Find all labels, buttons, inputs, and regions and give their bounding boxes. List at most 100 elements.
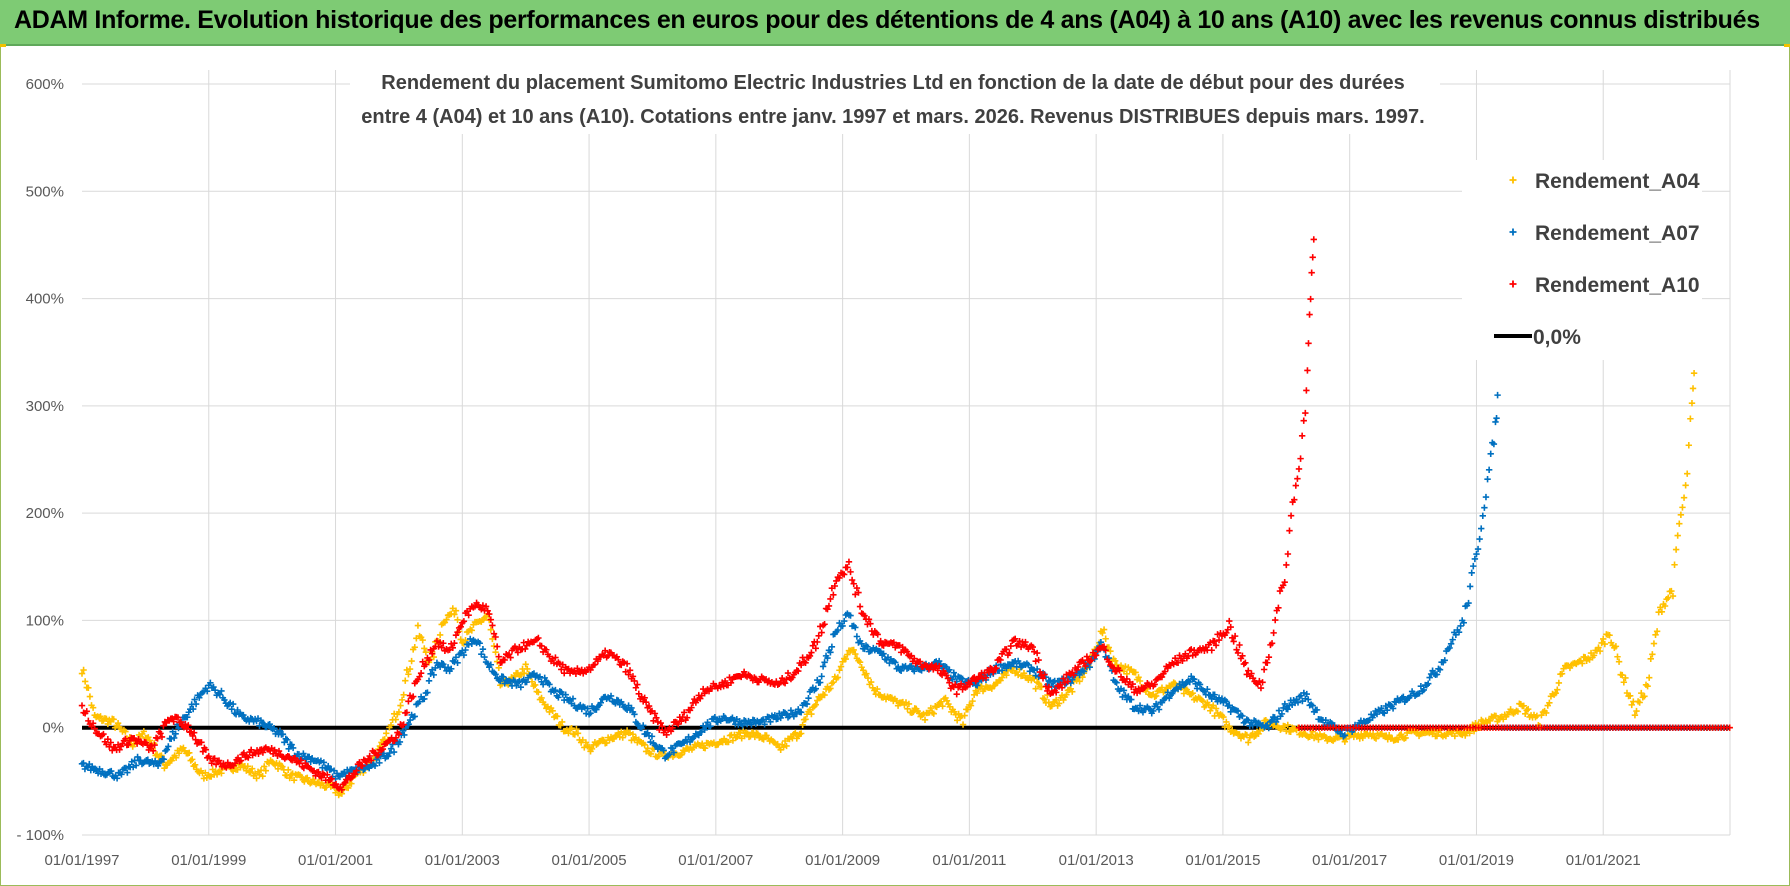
data-point [1268, 640, 1276, 647]
data-point [767, 718, 774, 726]
x-tick-label: 01/01/2011 [932, 852, 1006, 869]
data-point [1294, 475, 1301, 482]
data-point [207, 679, 214, 687]
data-point [253, 775, 260, 782]
data-point [1676, 520, 1683, 527]
data-point [1433, 732, 1441, 740]
data-point [660, 747, 667, 754]
data-point [158, 733, 166, 741]
data-point [353, 767, 360, 774]
data-point [1284, 550, 1292, 558]
data-point [1180, 690, 1188, 697]
data-point [1158, 673, 1166, 681]
y-tick-label: 300% [26, 398, 64, 415]
data-point [847, 568, 854, 576]
data-point [935, 662, 943, 670]
data-point [973, 682, 981, 689]
data-point [1420, 686, 1427, 694]
data-point [97, 713, 104, 720]
data-point [607, 692, 615, 700]
data-point [406, 665, 414, 673]
data-point [1286, 527, 1293, 534]
data-point [787, 707, 795, 714]
data-point [229, 700, 237, 708]
data-point [1465, 599, 1472, 607]
data-point [827, 595, 834, 603]
data-point [457, 623, 464, 631]
data-point [1294, 699, 1302, 706]
data-point [797, 661, 805, 669]
data-point [964, 706, 971, 713]
data-point [1300, 417, 1307, 424]
data-point [631, 677, 638, 685]
data-point [402, 677, 409, 684]
data-point [1590, 652, 1598, 659]
data-point [1481, 504, 1488, 511]
data-point [892, 659, 899, 666]
data-point [821, 691, 828, 699]
data-point [629, 673, 637, 680]
data-point [1359, 734, 1366, 742]
data-point [134, 753, 141, 761]
data-point [91, 725, 98, 732]
data-point [1111, 657, 1119, 664]
data-point [1055, 700, 1063, 707]
data-point [1478, 525, 1485, 532]
data-point [558, 666, 565, 673]
data-point [1083, 653, 1091, 660]
data-point [1402, 734, 1409, 742]
data-point [274, 765, 282, 773]
data-point [1647, 655, 1654, 663]
data-point [1622, 674, 1629, 682]
data-point [1493, 414, 1500, 422]
data-point [647, 750, 655, 758]
data-point [1487, 450, 1494, 457]
data-point [1029, 643, 1036, 651]
data-point [392, 734, 400, 741]
data-point [799, 721, 806, 728]
data-point [934, 667, 941, 674]
data-point [132, 762, 140, 769]
data-point [1076, 678, 1083, 685]
data-point [1189, 689, 1196, 697]
data-point [408, 657, 415, 665]
data-point [818, 673, 825, 680]
data-point [185, 722, 192, 729]
data-point [332, 780, 340, 788]
x-tick-label: 01/01/1999 [171, 852, 246, 869]
data-point [398, 696, 406, 704]
data-point [754, 730, 761, 737]
data-point [1129, 680, 1136, 688]
data-point [651, 710, 659, 717]
data-point [1474, 545, 1482, 553]
data-point [452, 607, 460, 614]
data-point [1199, 698, 1207, 705]
data-point [261, 763, 268, 770]
data-point [1596, 647, 1604, 655]
data-point [1378, 705, 1385, 712]
data-point [1485, 466, 1493, 474]
data-point [802, 716, 809, 723]
data-point [1032, 685, 1039, 692]
data-point [1661, 602, 1669, 610]
data-point [802, 659, 809, 667]
data-point [834, 674, 842, 681]
legend-label: Rendement_A07 [1535, 222, 1700, 245]
data-point [493, 643, 501, 650]
data-point [435, 643, 442, 650]
data-point [1255, 730, 1262, 738]
data-point [422, 661, 430, 668]
data-point [1150, 707, 1157, 715]
data-point [429, 650, 436, 657]
data-point [864, 643, 871, 650]
data-point [165, 743, 172, 750]
data-point [701, 726, 708, 734]
data-point [247, 768, 254, 776]
data-point [1265, 653, 1273, 661]
data-point [831, 582, 839, 590]
data-point [1658, 608, 1666, 616]
data-point [867, 678, 875, 686]
data-point [1490, 440, 1498, 448]
data-point [1226, 617, 1233, 625]
data-point [574, 730, 582, 737]
